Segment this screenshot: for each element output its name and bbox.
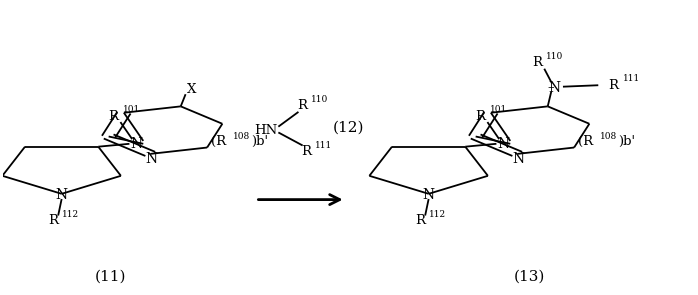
Text: 112: 112	[429, 209, 447, 219]
Text: R: R	[415, 214, 425, 227]
Text: N: N	[146, 152, 158, 166]
Text: 111: 111	[623, 74, 640, 83]
Text: R: R	[108, 110, 119, 123]
Text: )b': )b'	[251, 135, 268, 148]
Text: N: N	[422, 188, 435, 202]
Text: N: N	[56, 188, 68, 202]
Text: 110: 110	[311, 95, 328, 104]
Text: 112: 112	[62, 209, 80, 219]
Text: 101: 101	[123, 105, 140, 114]
Text: N: N	[131, 137, 142, 151]
Text: 110: 110	[547, 52, 563, 61]
Text: (R: (R	[211, 135, 225, 148]
Text: R: R	[533, 56, 542, 69]
Text: 108: 108	[600, 132, 617, 141]
Text: R: R	[297, 99, 307, 112]
Text: –: –	[548, 81, 554, 94]
Text: 101: 101	[489, 105, 507, 114]
Text: (13): (13)	[513, 269, 544, 283]
Text: 108: 108	[232, 132, 250, 141]
Text: (R: (R	[577, 135, 593, 148]
Text: R: R	[301, 145, 311, 158]
Text: HN: HN	[254, 124, 278, 137]
Text: R: R	[609, 79, 618, 92]
Text: N: N	[549, 81, 560, 95]
Text: X: X	[186, 83, 196, 96]
Text: (12): (12)	[333, 120, 365, 134]
Text: )b': )b'	[618, 135, 635, 148]
Text: R: R	[48, 214, 59, 227]
Text: R: R	[475, 110, 486, 123]
Text: 111: 111	[315, 141, 332, 150]
Text: (11): (11)	[94, 269, 126, 283]
Text: N: N	[512, 152, 525, 166]
Text: N: N	[497, 137, 510, 151]
